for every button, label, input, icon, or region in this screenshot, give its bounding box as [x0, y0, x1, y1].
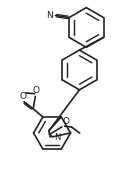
- Text: N: N: [54, 133, 60, 142]
- Text: O: O: [20, 92, 27, 100]
- Text: N: N: [46, 11, 53, 20]
- Text: O: O: [62, 117, 69, 126]
- Text: O: O: [32, 86, 39, 95]
